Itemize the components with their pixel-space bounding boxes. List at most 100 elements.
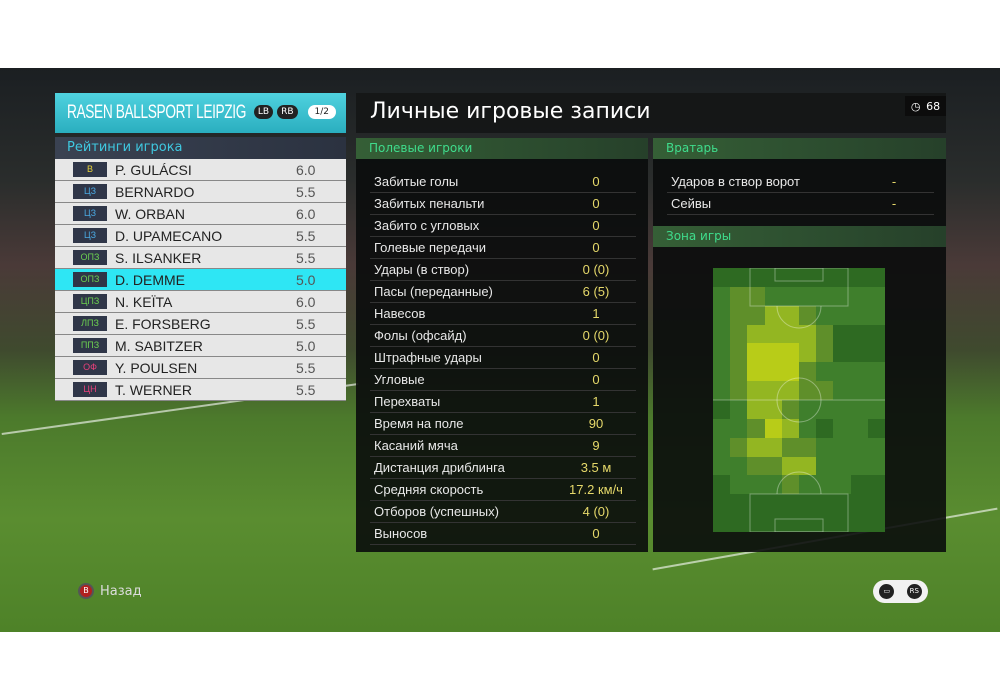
stat-row: Удары (в створ) 0 (0) — [370, 259, 636, 281]
position-badge: ЦЗ — [73, 228, 107, 243]
position-badge: ЦЗ — [73, 206, 107, 221]
heatmap-cell — [781, 400, 799, 419]
back-button[interactable]: B Назад — [78, 583, 142, 599]
heatmap-cell — [816, 362, 834, 382]
heatmap-cell — [867, 475, 885, 495]
ratings-title: Рейтинги игрока — [55, 137, 346, 159]
heatmap-cell — [781, 305, 799, 325]
stat-row: Средняя скорость 17.2 км/ч — [370, 479, 636, 501]
heatmap-cell — [816, 513, 834, 532]
player-row[interactable]: ОПЗ S. ILSANKER 5.5 — [55, 247, 346, 269]
right-stick-icon[interactable]: RS — [906, 584, 922, 599]
heatmap-cell — [833, 494, 851, 514]
heatmap-cell — [781, 475, 799, 495]
player-rating: 5.5 — [296, 183, 316, 200]
heatmap-cell — [833, 475, 851, 495]
heatmap — [713, 268, 885, 532]
heatmap-cell — [764, 418, 782, 438]
heatmap-cell — [713, 456, 731, 476]
player-row[interactable]: ОПЗ D. DEMME 5.0 — [55, 269, 346, 291]
heatmap-cell — [764, 305, 782, 325]
stat-label: Выносов — [374, 526, 428, 541]
heatmap-cell — [833, 381, 851, 400]
stat-row: Фолы (офсайд) 0 (0) — [370, 325, 636, 347]
position-badge: В — [73, 162, 107, 177]
heatmap-cell — [867, 494, 885, 514]
heatmap-cell — [781, 381, 799, 400]
heatmap-cell — [747, 362, 765, 382]
heatmap-cell — [799, 494, 817, 514]
page-indicator: 1/2 — [307, 105, 336, 119]
player-row[interactable]: ППЗ M. SABITZER 5.0 — [55, 335, 346, 357]
stat-value: 0 — [592, 526, 600, 541]
heatmap-cell — [833, 324, 851, 344]
position-badge: ОПЗ — [73, 250, 107, 265]
stat-value: 0 (0) — [582, 262, 610, 277]
heatmap-cell — [747, 343, 765, 363]
heatmap-cell — [713, 475, 731, 495]
stat-label: Ударов в створ ворот — [671, 174, 800, 189]
player-row[interactable]: ЛПЗ E. FORSBERG 5.5 — [55, 313, 346, 335]
heatmap-cell — [816, 456, 834, 476]
heatmap-cell — [713, 437, 731, 457]
heatmap-cell — [781, 456, 799, 476]
player-row[interactable]: ЦН T. WERNER 5.5 — [55, 379, 346, 401]
heatmap-cell — [730, 268, 748, 287]
heatmap-cell — [730, 494, 748, 514]
heatmap-cell — [850, 343, 868, 363]
heatmap-cell — [799, 381, 817, 400]
player-row[interactable]: ЦПЗ N. KEÏTA 6.0 — [55, 291, 346, 313]
heatmap-cell — [764, 437, 782, 457]
field-players-title: Полевые игроки — [356, 138, 648, 159]
heatmap-cell — [799, 286, 817, 306]
player-row[interactable]: ЦЗ W. ORBAN 6.0 — [55, 203, 346, 225]
team-header-controls: LB RB 1/2 — [250, 105, 336, 119]
position-badge: ЦЗ — [73, 184, 107, 199]
stat-row: Отборов (успешных) 4 (0) — [370, 501, 636, 523]
position-badge: ППЗ — [73, 338, 107, 353]
lb-button[interactable]: LB — [253, 105, 274, 119]
heatmap-cell — [730, 324, 748, 344]
stat-label: Угловые — [374, 372, 425, 387]
b-button-icon: B — [78, 583, 94, 599]
heatmap-cell — [730, 362, 748, 382]
player-row[interactable]: ЦЗ D. UPAMECANO 5.5 — [55, 225, 346, 247]
heatmap-cell — [730, 343, 748, 363]
player-row[interactable]: ОФ Y. POULSEN 5.5 — [55, 357, 346, 379]
chat-icon[interactable]: ▭ — [879, 584, 895, 599]
heatmap-cell — [764, 494, 782, 514]
heatmap-cell — [730, 456, 748, 476]
heatmap-cell — [833, 513, 851, 532]
stat-value: 4 (0) — [582, 504, 610, 519]
player-name: D. UPAMECANO — [115, 227, 223, 244]
stat-value: 0 — [592, 350, 600, 365]
title-bar: Личные игровые записи ◷ 68 — [356, 93, 946, 133]
heatmap-cell — [799, 513, 817, 532]
stat-label: Голевые передачи — [374, 240, 487, 255]
heatmap-cell — [833, 343, 851, 363]
heatmap-cell — [850, 305, 868, 325]
heatmap-cell — [850, 362, 868, 382]
stat-row: Забито с угловых 0 — [370, 215, 636, 237]
heatmap-cell — [713, 400, 731, 419]
rb-button[interactable]: RB — [277, 105, 298, 119]
stat-label: Фолы (офсайд) — [374, 328, 467, 343]
heatmap-cell — [833, 418, 851, 438]
heatmap-cell — [713, 418, 731, 438]
player-row[interactable]: ЦЗ BERNARDO 5.5 — [55, 181, 346, 203]
heatmap-cell — [799, 456, 817, 476]
stat-label: Средняя скорость — [374, 482, 484, 497]
heatmap-cell — [781, 437, 799, 457]
heatmap-cell — [833, 437, 851, 457]
player-row[interactable]: В P. GULÁCSI 6.0 — [55, 159, 346, 181]
heatmap-cell — [799, 475, 817, 495]
heatmap-cell — [799, 418, 817, 438]
heatmap-cell — [747, 400, 765, 419]
heatmap-cell — [747, 268, 765, 287]
stat-row: Угловые 0 — [370, 369, 636, 391]
heatmap-cell — [867, 324, 885, 344]
heatmap-cell — [867, 362, 885, 382]
heatmap-cell — [764, 343, 782, 363]
heatmap-cell — [781, 494, 799, 514]
heatmap-cell — [730, 475, 748, 495]
